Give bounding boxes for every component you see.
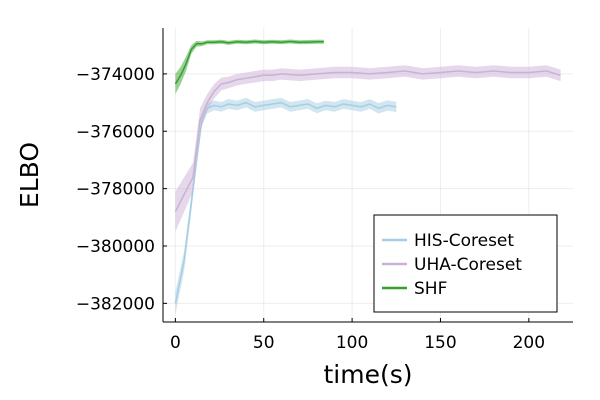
y-tick-label: −376000 <box>76 122 155 142</box>
y-tick-label: −382000 <box>76 294 155 314</box>
series-line-shf <box>174 40 324 85</box>
y-tick-label: −380000 <box>76 237 155 257</box>
series-band-his-coreset <box>175 97 397 315</box>
y-tick-label: −374000 <box>76 65 155 85</box>
x-tick-label: 200 <box>513 333 545 353</box>
series-uha-coreset <box>174 65 561 232</box>
legend-label-his-coreset: HIS-Coreset <box>414 231 514 251</box>
series-band-shf <box>175 39 324 94</box>
series-line-uha-coreset <box>174 70 561 212</box>
x-axis-title: time(s) <box>323 360 412 389</box>
x-tick-label: 50 <box>253 333 275 353</box>
axes: 0 50 100 150 200 −382000 −380000 −378000 −376000… <box>76 28 573 353</box>
series-band-uha-coreset <box>175 65 561 232</box>
legend-label-shf: SHF <box>414 279 447 299</box>
y-axis-title: ELBO <box>15 142 44 208</box>
x-tick-label: 150 <box>424 333 456 353</box>
x-tick-label: 0 <box>170 333 181 353</box>
series-layer <box>174 39 561 315</box>
legend-label-uha-coreset: UHA-Coreset <box>414 255 522 275</box>
series-his-coreset <box>174 97 397 315</box>
series-line-his-coreset <box>174 101 397 304</box>
y-tick-label: −378000 <box>76 180 155 200</box>
x-tick-label: 100 <box>336 333 368 353</box>
legend: HIS-Coreset UHA-Coreset SHF <box>373 214 558 313</box>
series-shf <box>174 39 324 94</box>
